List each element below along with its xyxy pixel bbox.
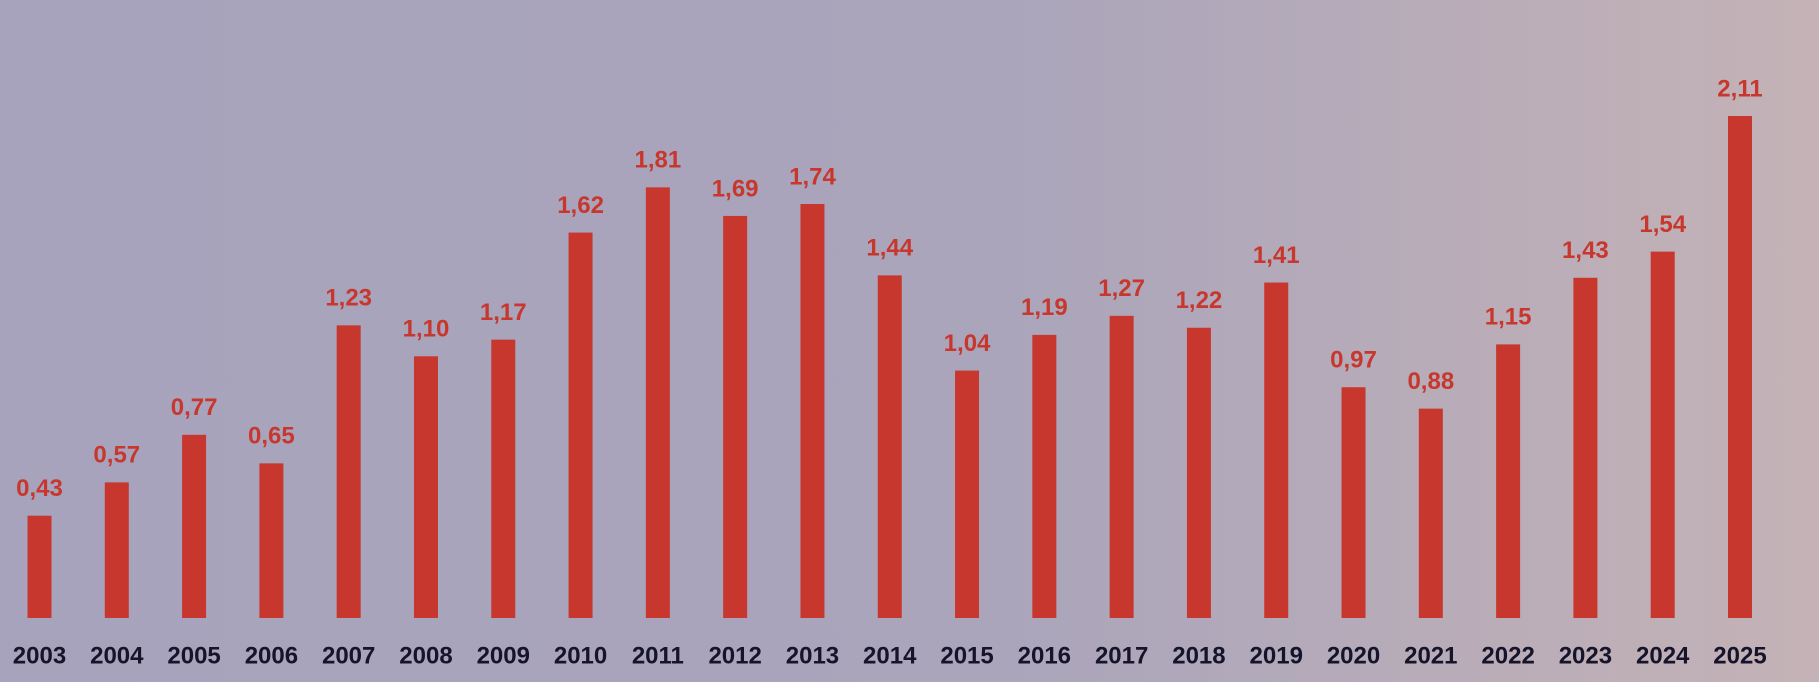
x-tick-label: 2008 <box>399 642 452 669</box>
x-tick-label: 2023 <box>1559 642 1612 669</box>
x-tick-label: 2011 <box>632 642 684 669</box>
bar <box>955 370 980 618</box>
value-label: 2,11 <box>1717 75 1762 102</box>
value-label: 0,97 <box>1330 347 1377 374</box>
x-tick-label: 2005 <box>167 642 220 669</box>
bar <box>1573 277 1598 618</box>
bar <box>800 204 825 618</box>
value-label: 1,19 <box>1021 294 1068 321</box>
x-tick-label: 2025 <box>1713 642 1766 669</box>
value-label: 1,17 <box>480 299 527 326</box>
bar <box>877 275 902 618</box>
value-label: 1,81 <box>635 147 682 174</box>
bar <box>104 482 129 618</box>
value-label: 1,27 <box>1098 275 1145 302</box>
value-label: 1,23 <box>325 285 372 312</box>
value-label: 1,10 <box>403 316 450 343</box>
bar <box>1341 387 1366 618</box>
x-tick-label: 2024 <box>1636 642 1690 669</box>
value-label: 0,57 <box>93 442 140 469</box>
value-label: 0,65 <box>248 423 295 450</box>
bar <box>259 463 284 618</box>
value-label: 1,62 <box>557 192 604 219</box>
value-label: 1,04 <box>944 330 991 357</box>
bar <box>1650 251 1675 618</box>
x-tick-label: 2007 <box>322 642 375 669</box>
bar <box>491 339 516 618</box>
x-tick-label: 2003 <box>13 642 66 669</box>
value-label: 1,54 <box>1639 211 1686 238</box>
x-tick-label: 2004 <box>90 642 144 669</box>
value-label: 0,77 <box>171 394 218 421</box>
x-tick-label: 2022 <box>1481 642 1534 669</box>
value-label: 0,43 <box>16 475 63 502</box>
bar <box>1418 408 1443 618</box>
value-label: 0,88 <box>1407 368 1454 395</box>
bar <box>182 434 207 618</box>
x-tick-label: 2019 <box>1250 642 1303 669</box>
value-label: 1,74 <box>789 163 836 190</box>
x-tick-label: 2018 <box>1172 642 1225 669</box>
bar <box>1496 344 1521 618</box>
x-tick-label: 2021 <box>1404 642 1457 669</box>
x-tick-label: 2013 <box>786 642 839 669</box>
bar <box>568 232 593 619</box>
bar <box>413 356 438 618</box>
x-tick-label: 2016 <box>1018 642 1071 669</box>
bar <box>1264 282 1289 618</box>
value-label: 1,69 <box>712 175 759 202</box>
x-tick-label: 2017 <box>1095 642 1148 669</box>
x-tick-label: 2006 <box>245 642 298 669</box>
value-label: 1,15 <box>1485 304 1532 331</box>
x-tick-label: 2020 <box>1327 642 1380 669</box>
x-tick-label: 2015 <box>940 642 993 669</box>
bar <box>1728 116 1752 618</box>
bar <box>1032 334 1057 618</box>
x-tick-label: 2010 <box>554 642 607 669</box>
bar <box>1109 315 1134 618</box>
bar <box>27 515 52 618</box>
value-label: 1,41 <box>1253 242 1300 269</box>
x-tick-label: 2012 <box>708 642 761 669</box>
bar <box>645 187 670 619</box>
value-label: 1,22 <box>1176 287 1223 314</box>
bar <box>723 215 748 618</box>
bar <box>336 325 361 618</box>
value-label: 1,44 <box>866 235 913 262</box>
value-label: 1,43 <box>1562 237 1609 264</box>
bar <box>1186 327 1211 618</box>
x-tick-label: 2009 <box>477 642 530 669</box>
x-tick-label: 2014 <box>863 642 917 669</box>
